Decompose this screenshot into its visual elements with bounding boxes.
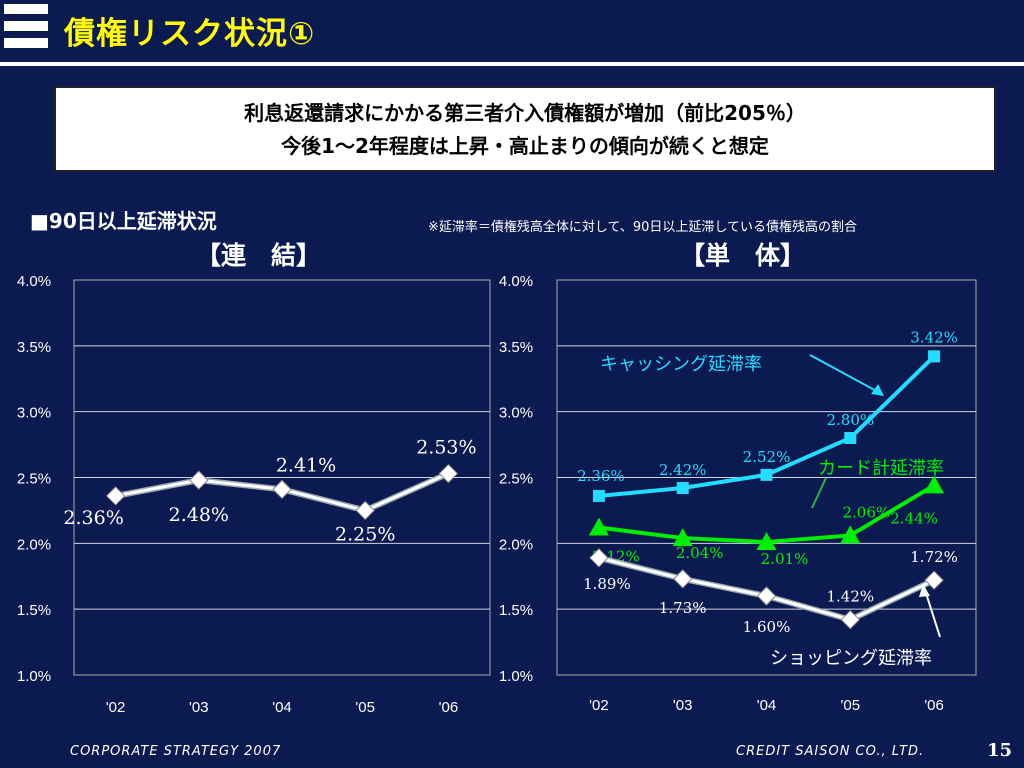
data-label: 2.04% (676, 544, 724, 562)
x-tick-label: '06 (924, 697, 944, 714)
data-label: 2.41% (276, 454, 336, 476)
y-tick-label: 2.0% (17, 536, 51, 553)
legend-card: カード計延滞率 (818, 458, 944, 479)
data-label: 1.42% (826, 588, 874, 606)
section-title: ■90日以上延滞状況 (30, 209, 217, 233)
data-label: 2.80% (826, 411, 874, 429)
callout-line (924, 589, 941, 638)
data-label: 2.25% (335, 523, 395, 545)
callout-arrowhead (871, 384, 884, 396)
headline-line-1: 利息返還請求にかかる第三者介入債権額が増加（前比205％） (244, 101, 806, 125)
y-tick-label: 4.0% (499, 273, 533, 290)
data-label: 1.89% (583, 575, 631, 593)
data-point (355, 500, 375, 521)
y-tick-label: 2.0% (499, 536, 533, 553)
footer-right: CREDIT SAISON CO., LTD. (736, 744, 925, 759)
y-tick-label: 3.0% (499, 405, 533, 422)
footer-left: CORPORATE STRATEGY 2007 (70, 744, 282, 759)
data-point (672, 528, 693, 547)
y-tick-label: 1.0% (17, 668, 51, 685)
callout-line (809, 354, 881, 394)
y-tick-label: 1.5% (499, 602, 533, 619)
x-tick-label: '06 (439, 699, 459, 716)
data-label: 3.42% (910, 328, 958, 346)
data-point (924, 570, 944, 590)
data-label: 2.06% (842, 503, 890, 521)
page-title: 債権リスク状況① (64, 16, 316, 52)
data-label: 2.52% (743, 448, 791, 466)
y-tick-label: 2.5% (17, 471, 51, 488)
data-label: 2.36% (577, 467, 625, 485)
chart-title-consolidated: 【連 結】 (196, 241, 322, 270)
y-tick-label: 3.5% (499, 339, 533, 356)
data-point (272, 479, 292, 500)
callout-arrowhead (919, 584, 930, 597)
data-point (592, 489, 605, 502)
data-point (760, 468, 773, 481)
data-label: 2.42% (659, 461, 707, 479)
headline-line-2: 今後1～2年程度は上昇・高止まりの傾向が続くと想定 (281, 134, 769, 158)
data-label: 2.53% (416, 437, 476, 459)
y-tick-label: 2.5% (499, 471, 533, 488)
x-tick-label: '03 (189, 699, 209, 716)
callout-line (811, 477, 827, 509)
title-rule (0, 62, 1024, 66)
x-tick-label: '03 (673, 697, 693, 714)
data-point (672, 569, 693, 589)
data-point (928, 350, 941, 363)
data-point (840, 525, 861, 544)
x-tick-label: '04 (272, 699, 292, 716)
chart-title-standalone: 【単 体】 (680, 241, 806, 270)
x-tick-label: '04 (757, 697, 777, 714)
data-point (589, 548, 609, 568)
page-number: 15 (986, 740, 1012, 761)
data-label: 1.72% (910, 548, 958, 566)
data-point (676, 482, 689, 495)
x-tick-label: '05 (355, 699, 375, 716)
y-tick-label: 3.0% (17, 405, 51, 422)
x-tick-label: '02 (106, 699, 126, 716)
headline-box: 利息返還請求にかかる第三者介入債権額が増加（前比205％） 今後1～2年程度は上… (54, 86, 996, 172)
y-tick-label: 1.0% (499, 668, 533, 685)
menu-bars-icon (4, 4, 48, 58)
y-tick-label: 1.5% (17, 602, 51, 619)
data-label: 2.36% (63, 507, 123, 529)
data-point (924, 475, 945, 494)
data-point (438, 463, 459, 484)
data-label: 2.01% (761, 550, 809, 568)
data-label: 2.44% (890, 509, 938, 527)
data-point (840, 609, 861, 630)
definition-note: ※延滞率＝債権残高全体に対して、90日以上延滞している債権残高の割合 (428, 220, 858, 235)
x-tick-label: '02 (589, 697, 609, 714)
data-point (844, 432, 857, 444)
y-tick-label: 3.5% (17, 339, 51, 356)
legend-cashing: キャッシング延滞率 (600, 354, 762, 375)
legend-shopping: ショッピング延滞率 (770, 648, 932, 669)
data-label: 1.73% (659, 599, 707, 617)
x-tick-label: '05 (841, 697, 861, 714)
data-point (105, 486, 126, 506)
data-point (756, 532, 777, 551)
data-label: 1.60% (743, 618, 791, 636)
data-point (588, 517, 609, 536)
data-label: 2.48% (169, 504, 229, 526)
data-point (756, 586, 777, 606)
data-point (189, 470, 209, 490)
y-tick-label: 4.0% (17, 273, 51, 290)
